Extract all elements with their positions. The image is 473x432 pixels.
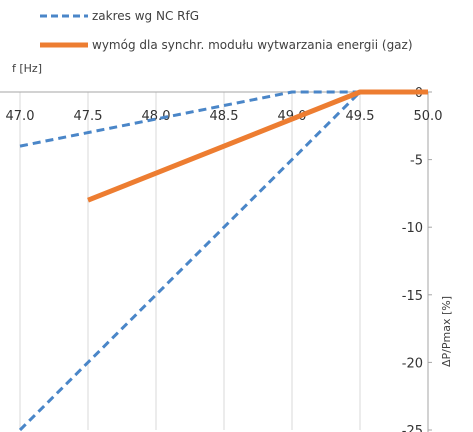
y-tick-label: -10 [402, 221, 423, 236]
y-tick-label: -20 [402, 356, 423, 371]
legend-label-wymog: wymóg dla synchr. modułu wytwarzania ene… [92, 38, 413, 52]
x-axis-title: f [Hz] [12, 62, 42, 75]
x-tick-label: 47.0 [6, 109, 35, 124]
vertical-gridlines [19, 92, 429, 430]
y-tick-label: -5 [410, 154, 423, 169]
series-1-line-0 [87, 89, 428, 203]
y-tick-labels: 0-5-10-15-20-25 [402, 86, 432, 432]
x-tick-label: 50.0 [414, 109, 443, 124]
legend: zakres wg NC RfG wymóg dla synchr. moduł… [40, 9, 413, 52]
x-tick-label: 49.5 [346, 109, 375, 124]
y-tick-label: -25 [402, 424, 423, 432]
series-0-line-1 [18, 90, 362, 432]
x-tick-labels: 47.0 47.5 48.0 48.5 49.0 49.5 50.0 [6, 109, 443, 124]
y-tick-label: -15 [402, 289, 423, 304]
x-tick-label: 48.5 [210, 109, 239, 124]
legend-label-zakres: zakres wg NC RfG [92, 9, 199, 23]
series-layer [18, 89, 428, 432]
x-tick-label: 47.5 [74, 109, 103, 124]
y-axis-title: ΔP/Pmax [%] [440, 296, 453, 367]
